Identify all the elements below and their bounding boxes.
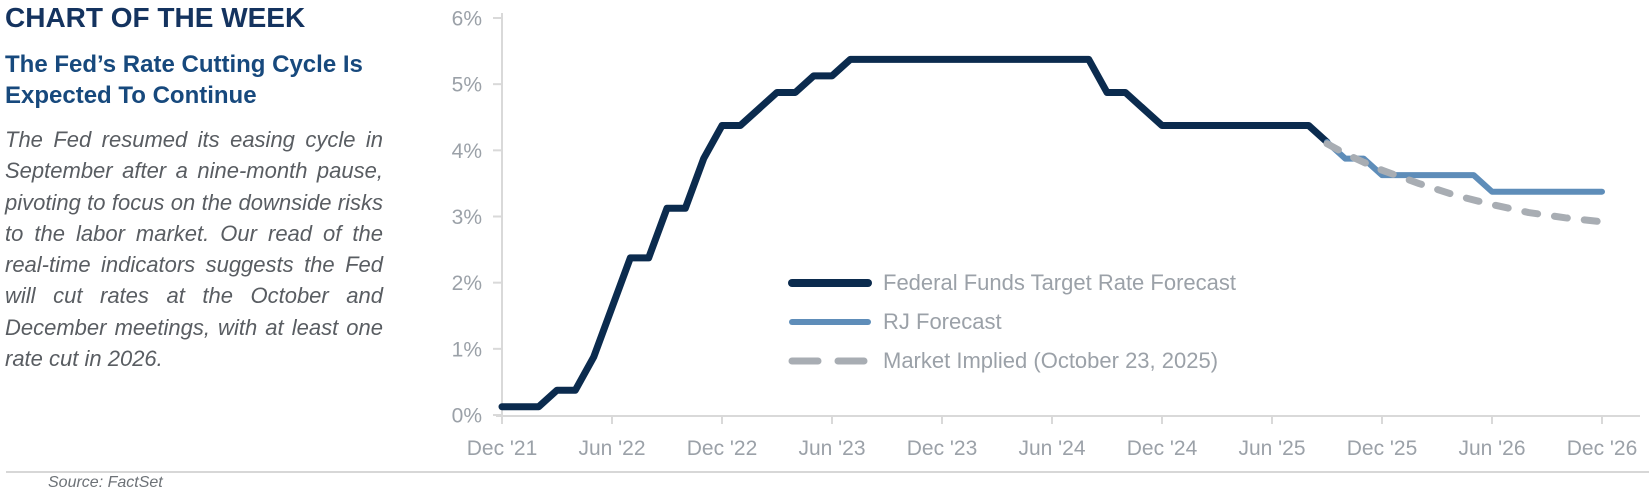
footer-divider (6, 471, 1649, 473)
x-axis-label: Jun '24 (1018, 437, 1085, 460)
x-axis-label: Jun '25 (1238, 437, 1305, 460)
x-axis-label: Jun '22 (578, 437, 645, 460)
market-implied-line-swatch (788, 357, 872, 364)
commentary-text: The Fed resumed its easing cycle in Sept… (5, 127, 383, 372)
y-axis-label: 4% (452, 140, 482, 163)
rj-forecast-line-swatch (789, 318, 871, 325)
y-axis-label: 0% (452, 405, 482, 428)
legend-label-federal-funds: Federal Funds Target Rate Forecast (883, 269, 1236, 295)
chart-legend: Federal Funds Target Rate Forecast RJ Fo… (786, 263, 1236, 380)
x-axis-label: Dec '22 (687, 437, 758, 460)
x-axis-label: Dec '23 (907, 437, 978, 460)
legend-label-market-implied: Market Implied (October 23, 2025) (883, 347, 1219, 373)
chart-subtitle: The Fed’s Rate Cutting Cycle Is Expected… (5, 51, 363, 109)
y-axis-label: 6% (452, 8, 482, 31)
commentary-column: CHART OF THE WEEK The Fed’s Rate Cutting… (5, 2, 383, 374)
legend-item-rj-forecast: RJ Forecast (786, 302, 1236, 341)
x-axis-label: Dec '24 (1127, 437, 1198, 460)
chart-plot: 0% 1% 2% 3% 4% 5% 6% Dec '21 Jun '22 Dec '22 Jun '… (452, 8, 1640, 460)
legend-item-market-implied: Market Implied (October 23, 2025) (786, 341, 1236, 380)
legend-item-federal-funds: Federal Funds Target Rate Forecast (786, 263, 1236, 302)
y-axis-label: 1% (452, 338, 482, 361)
x-axis-label: Dec '21 (467, 437, 538, 460)
legend-label-rj-forecast: RJ Forecast (883, 308, 1002, 334)
fed-funds-rate-chart: 0% 1% 2% 3% 4% 5% 6% Dec '21 Jun '22 Dec '22 Jun '… (452, 8, 1640, 460)
y-axis-label: 2% (452, 272, 482, 295)
page-title: CHART OF THE WEEK (5, 2, 306, 33)
x-axis-label: Dec '25 (1347, 437, 1418, 460)
federal-funds-line-swatch (788, 278, 872, 287)
rj-forecast-line (1324, 139, 1605, 195)
source-attribution: Source: FactSet (48, 474, 163, 491)
y-axis-label: 5% (452, 74, 482, 97)
y-axis-label: 3% (452, 206, 482, 229)
x-axis-label: Jun '26 (1458, 437, 1525, 460)
market-implied-line (1323, 140, 1606, 226)
x-axis-label: Dec '26 (1567, 437, 1638, 460)
x-axis-label: Jun '23 (798, 437, 865, 460)
federal-funds-target-rate-line (498, 55, 1331, 411)
